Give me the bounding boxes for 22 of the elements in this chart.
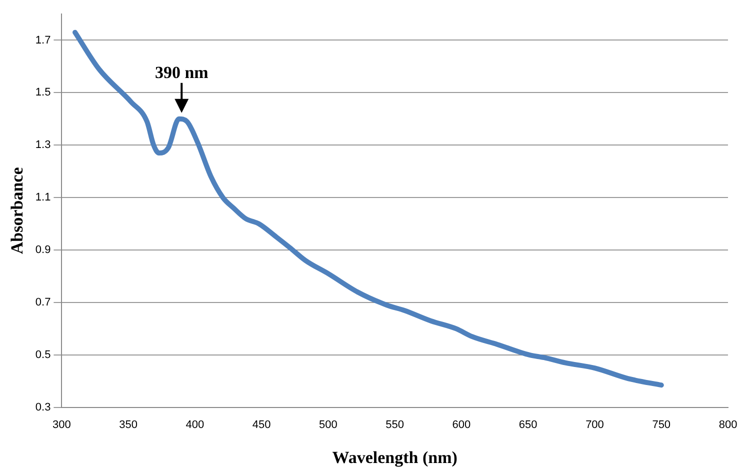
y-tick-label: 0.7: [35, 296, 51, 309]
x-tick-label: 750: [652, 419, 671, 432]
x-tick-label: 600: [452, 419, 471, 432]
annotation: 390 nm: [154, 62, 208, 82]
x-tick-label: 300: [52, 419, 71, 432]
x-tick-label: 550: [386, 419, 404, 432]
y-tick-label: 0.9: [35, 244, 51, 256]
x-axis-title: Wavelength (nm): [332, 448, 458, 468]
y-tick-label: 1.3: [35, 139, 51, 152]
x-tick-label: 400: [186, 419, 204, 432]
y-tick-label: 1.7: [35, 34, 51, 46]
x-tick-label: 700: [586, 419, 604, 432]
x-tick-label: 650: [518, 419, 538, 432]
x-tick-label: 500: [319, 419, 338, 432]
x-tick-label: 350: [119, 419, 138, 432]
x-tick-label: 800: [718, 419, 738, 432]
y-tick-label: 1.1: [35, 192, 51, 204]
y-axis-title: Absorbance: [8, 166, 27, 254]
x-tick-label: 450: [252, 419, 271, 432]
y-tick-label: 0.5: [35, 348, 51, 361]
y-tick-label: 1.5: [35, 86, 51, 99]
y-tick-label: 0.3: [35, 401, 51, 414]
